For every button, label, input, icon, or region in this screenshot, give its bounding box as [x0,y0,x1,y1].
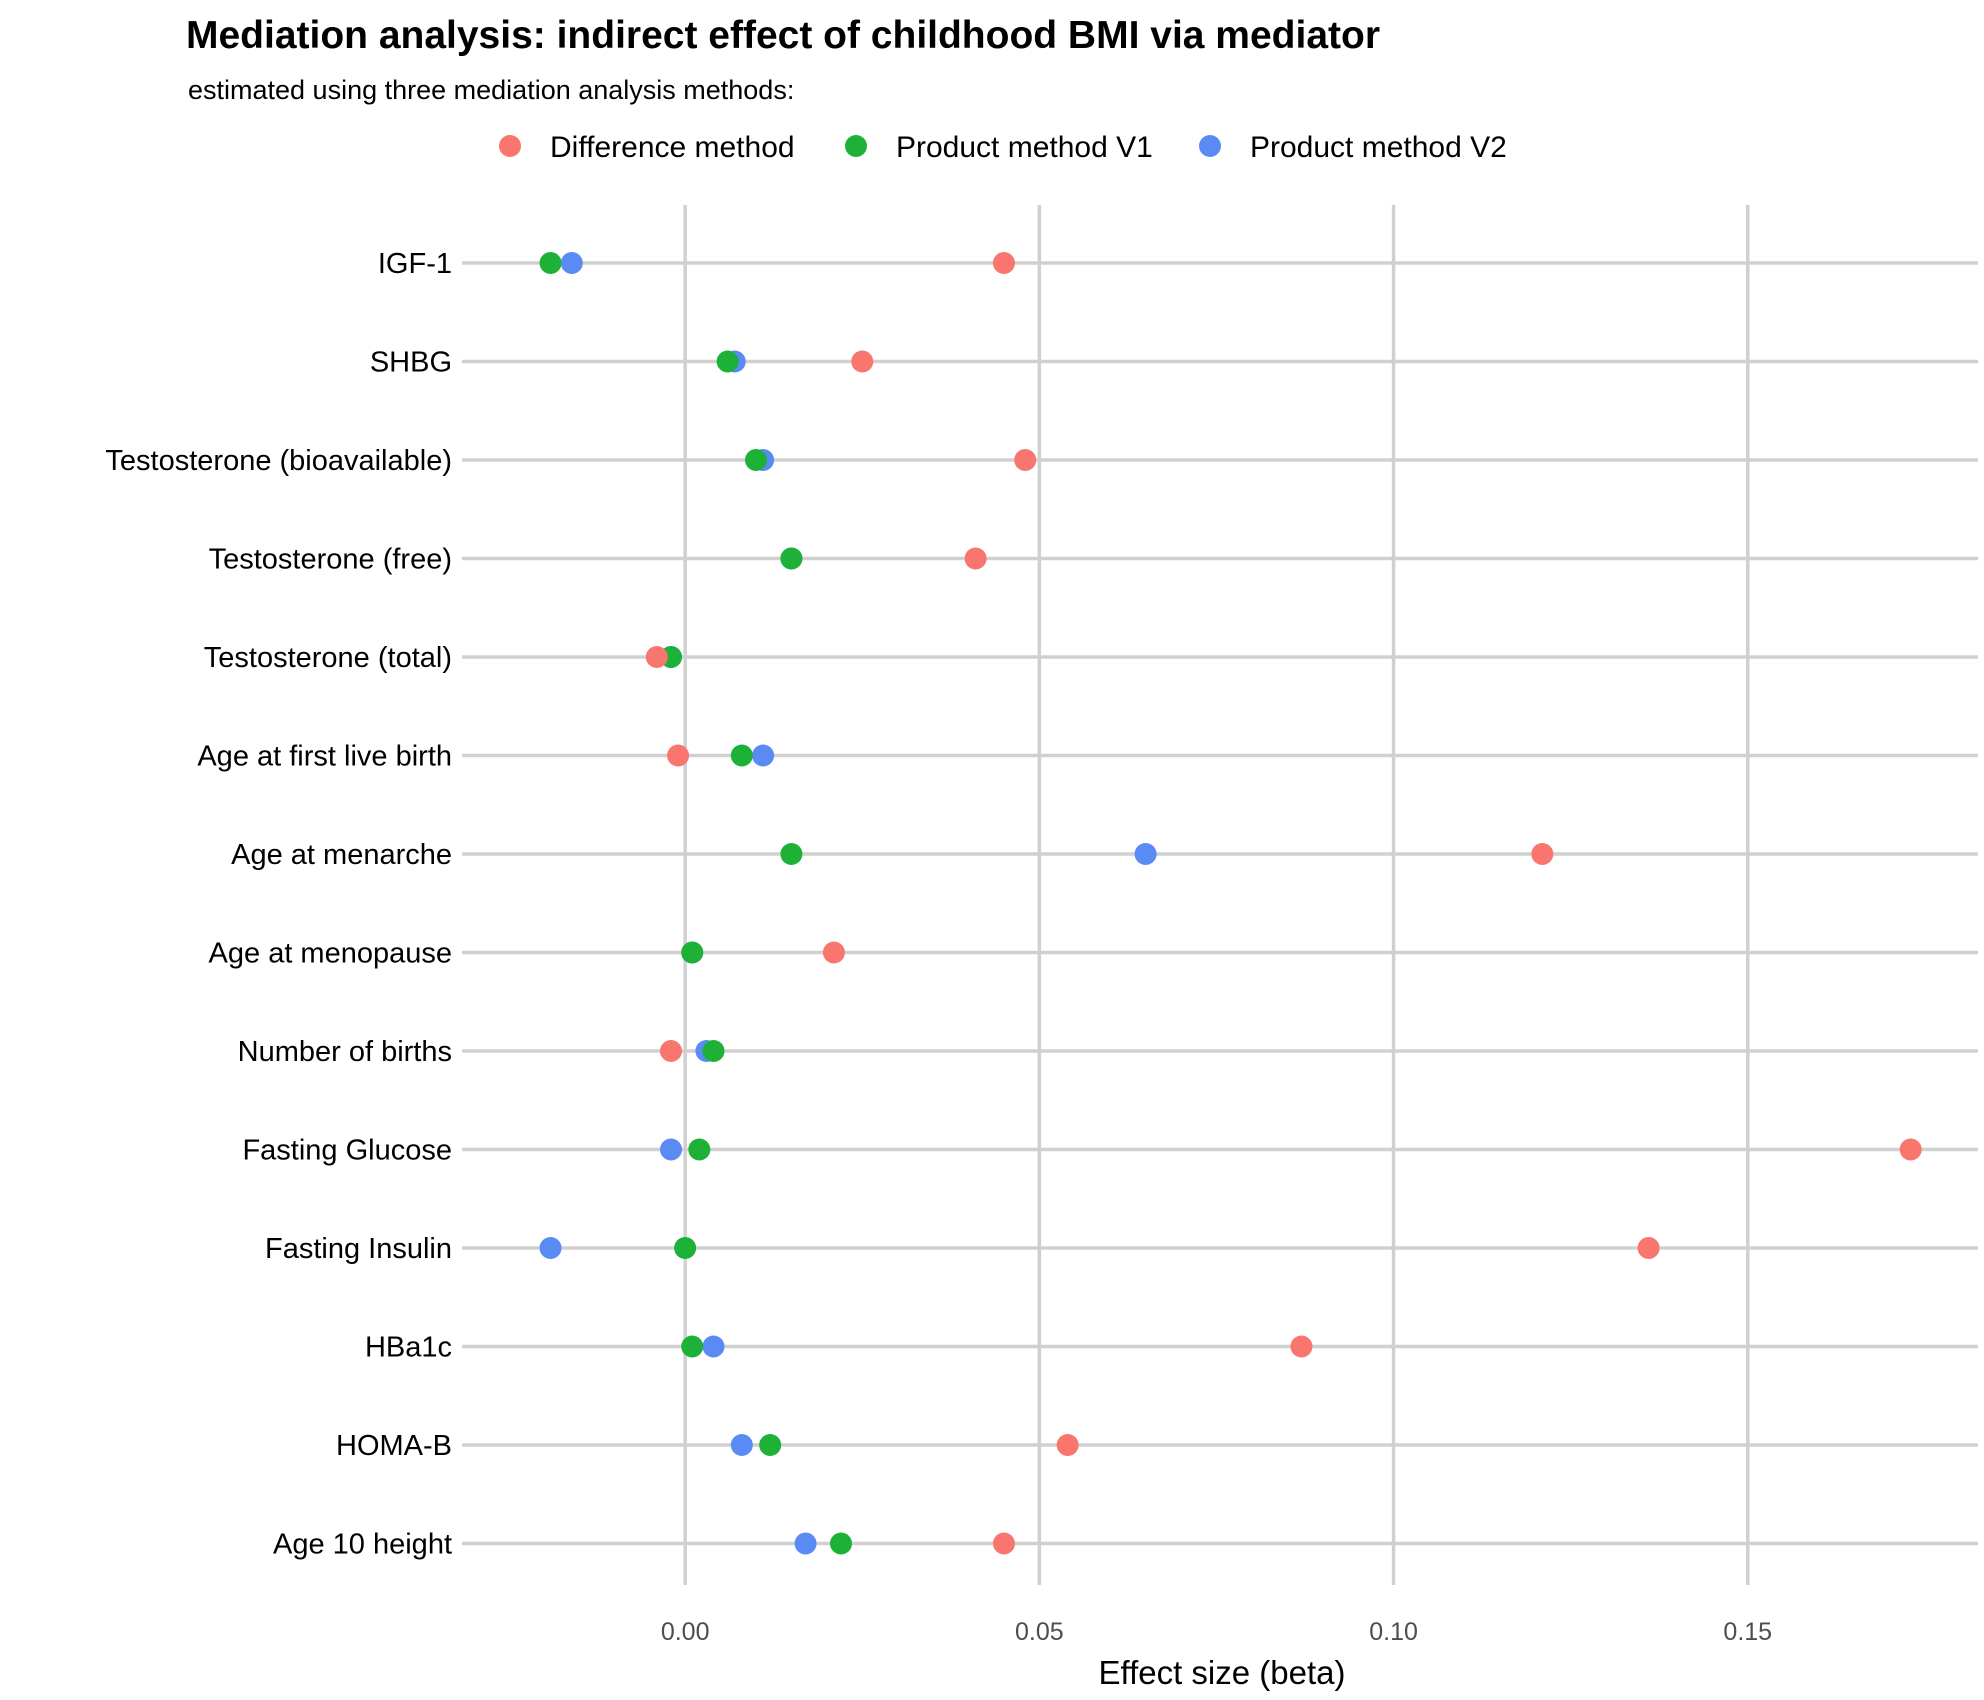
data-point [674,1237,697,1259]
y-tick-label: HBa1c [365,1332,452,1364]
data-point [716,350,739,373]
data-point [964,547,987,570]
data-point [702,1040,725,1062]
data-point [822,941,845,964]
data-point [681,941,704,964]
data-point [830,1532,852,1555]
x-axis-labels: 0.00 0.05 0.10 0.15 [661,1618,1772,1646]
chart-title: Mediation analysis: indirect effect of c… [186,14,1380,57]
data-point [1014,449,1037,471]
data-point [1637,1237,1660,1259]
x-tick-label: 0.05 [1015,1618,1064,1646]
data-point [730,1434,753,1456]
data-point [688,1138,711,1161]
legend-marker [499,135,521,157]
data-points [539,252,1922,1555]
data-point [780,547,803,570]
y-tick-label: Testosterone (free) [209,544,452,576]
legend-label: Product method V1 [896,131,1153,164]
y-tick-label: SHBG [370,347,452,379]
data-point [1531,843,1554,865]
data-point [992,1532,1015,1555]
y-tick-label: Testosterone (total) [204,642,452,674]
data-point [752,744,775,767]
legend-label: Difference method [550,131,795,164]
y-tick-label: Testosterone (bioavailable) [105,445,452,477]
data-point [794,1532,817,1555]
data-point [1899,1138,1922,1161]
y-tick-label: HOMA-B [336,1430,452,1462]
data-point [702,1335,725,1358]
data-point [780,843,803,865]
chart-subtitle: estimated using three mediation analysis… [188,75,794,105]
y-tick-label: Fasting Insulin [265,1233,452,1265]
data-point [730,744,753,767]
x-axis-title: Effect size (beta) [1098,1654,1345,1691]
y-tick-label: Age at first live birth [197,741,452,773]
y-tick-label: Number of births [238,1036,452,1068]
y-tick-label: Age at menopause [209,938,452,970]
x-tick-label: 0.00 [661,1618,710,1646]
y-tick-label: Age at menarche [231,839,452,871]
data-point [560,252,583,274]
legend-item: Difference method [499,131,795,164]
y-tick-label: IGF-1 [378,248,452,280]
legend-marker [1199,135,1221,157]
legend-item: Product method V1 [845,131,1153,164]
data-point [645,646,668,668]
legend-item: Product method V2 [1199,131,1507,164]
data-point [667,744,690,767]
x-tick-label: 0.10 [1369,1618,1418,1646]
data-point [681,1335,704,1358]
y-axis-labels: IGF-1 SHBG Testosterone (bioavailable) Test… [105,248,452,1561]
data-point [1056,1434,1079,1456]
data-point [659,1138,682,1161]
data-point [992,252,1015,274]
data-point [539,252,562,274]
data-point [659,1040,682,1062]
data-point [759,1434,782,1456]
y-tick-label: Age 10 height [273,1529,452,1561]
legend-marker [845,135,867,157]
y-tick-label: Fasting Glucose [242,1135,452,1167]
legend-label: Product method V2 [1250,131,1507,164]
data-point [539,1237,562,1259]
data-point [851,350,874,373]
x-tick-label: 0.15 [1723,1618,1772,1646]
data-point [744,449,767,471]
data-point [1134,843,1157,865]
gridlines [462,205,1978,1585]
legend: Difference method Product method V1 Produc… [499,131,1507,164]
data-point [1290,1335,1313,1358]
